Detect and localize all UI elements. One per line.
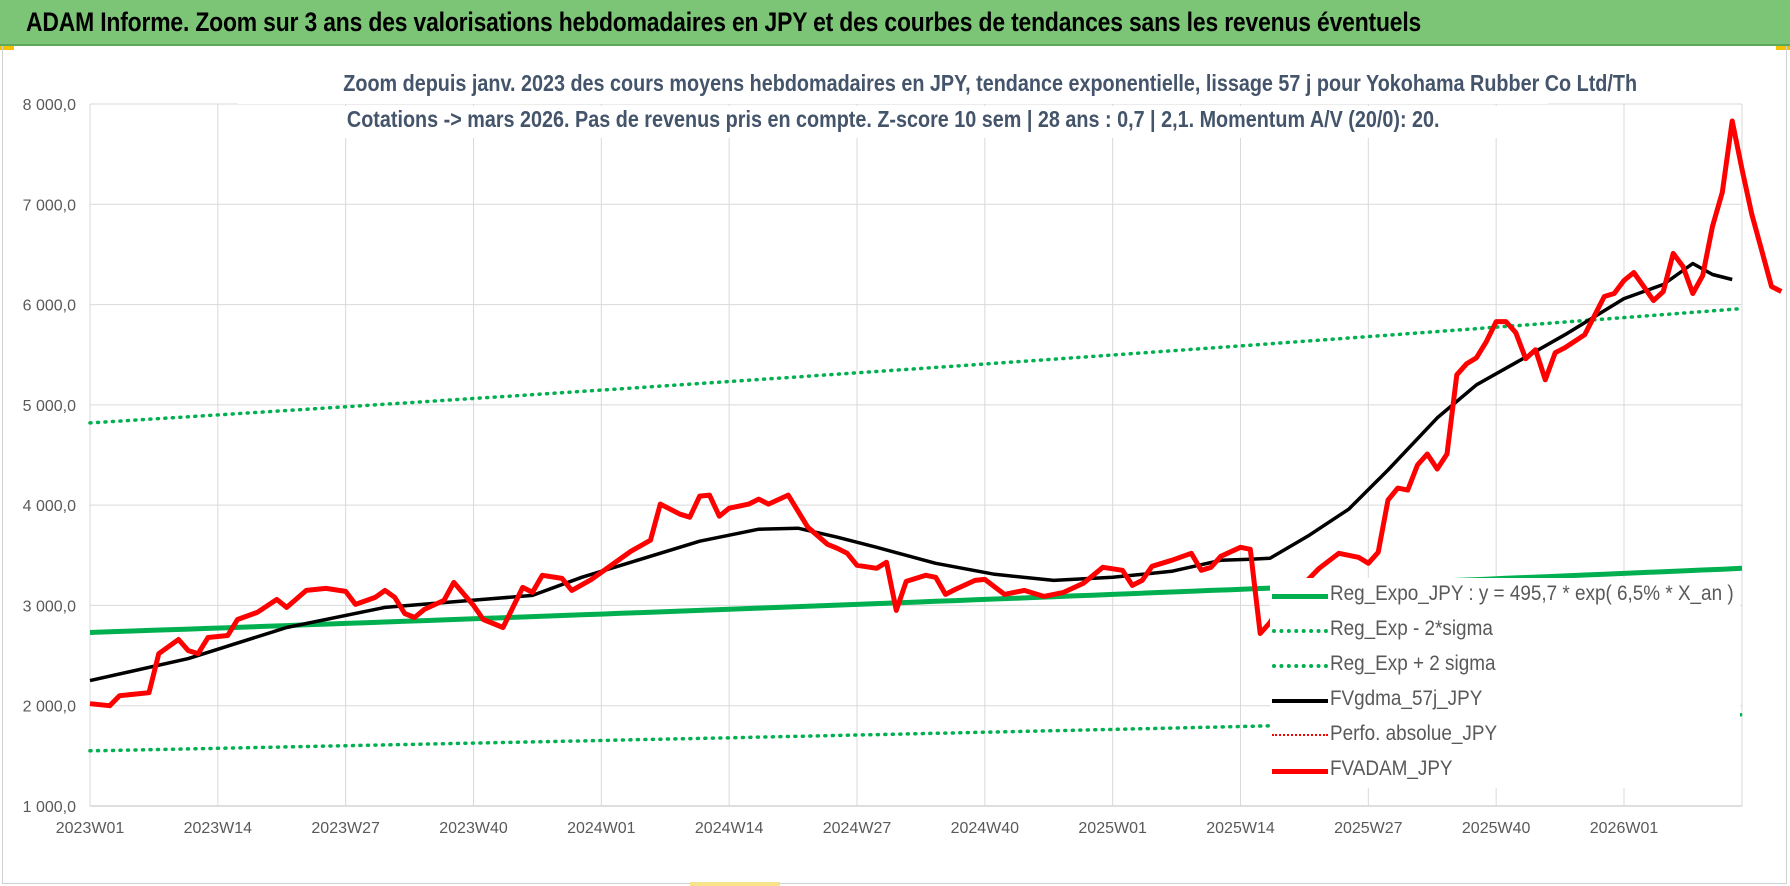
legend-label: FVADAM_JPY (1330, 757, 1453, 780)
x-tick-label: 2025W14 (1206, 820, 1275, 837)
legend-swatch (1272, 769, 1328, 774)
x-tick-label: 2024W14 (695, 820, 764, 837)
legend-label: Reg_Exp - 2*sigma (1330, 617, 1493, 640)
legend-item: FVgdma_57j_JPY (1270, 683, 1740, 718)
x-tick-label: 2025W40 (1462, 820, 1531, 837)
legend-swatch (1272, 664, 1328, 668)
legend-swatch (1272, 594, 1328, 599)
chart-legend: Reg_Expo_JPY : y = 495,7 * exp( 6,5% * X… (1270, 578, 1740, 788)
y-tick-label: 3 000,0 (23, 598, 76, 615)
series-line-reg-exp-2-sigma (88, 712, 1744, 753)
legend-item: Reg_Exp - 2*sigma (1270, 613, 1740, 648)
legend-swatch (1272, 734, 1328, 736)
x-tick-label: 2025W01 (1078, 820, 1147, 837)
x-tick-label: 2023W14 (184, 820, 253, 837)
x-tick-label: 2023W01 (56, 820, 125, 837)
chart-subtitle-line1-text: Zoom depuis janv. 2023 des cours moyens … (343, 70, 1638, 96)
legend-label: Reg_Expo_JPY : y = 495,7 * exp( 6,5% * X… (1330, 582, 1734, 605)
x-tick-label: 2026W01 (1590, 820, 1659, 837)
chart-subtitle-line2-text: Cotations -> mars 2026. Pas de revenus p… (346, 106, 1440, 132)
x-tick-label: 2025W27 (1334, 820, 1403, 837)
chart-frame (2, 46, 1787, 884)
report-title: ADAM Informe. Zoom sur 3 ans des valoris… (26, 7, 1422, 37)
series-line-fvgdma-57j-jpy (89, 261, 1733, 683)
series-line-reg-exp-2-sigma (88, 306, 1744, 425)
x-tick-label: 2024W40 (951, 820, 1020, 837)
x-tick-label: 2023W27 (311, 820, 380, 837)
y-tick-label: 4 000,0 (23, 498, 76, 515)
chart-subtitle-line1: Zoom depuis janv. 2023 des cours moyens … (238, 70, 1637, 104)
y-tick-label: 2 000,0 (23, 699, 76, 716)
legend-label: Perfo. absolue_JPY (1330, 722, 1498, 745)
x-tick-label: 2024W27 (823, 820, 892, 837)
corner-accent-left (0, 46, 14, 50)
legend-swatch (1272, 629, 1328, 633)
series-line-fvadam-jpy (89, 118, 1783, 709)
legend-swatch (1272, 699, 1328, 703)
report-banner: ADAM Informe. Zoom sur 3 ans des valoris… (0, 0, 1790, 46)
y-tick-label: 6 000,0 (23, 298, 76, 315)
y-tick-label: 1 000,0 (23, 799, 76, 816)
chart-subtitle-line2: Cotations -> mars 2026. Pas de revenus p… (238, 106, 1548, 138)
y-tick-label: 8 000,0 (23, 97, 76, 114)
legend-item: Reg_Exp + 2 sigma (1270, 648, 1740, 683)
legend-label: Reg_Exp + 2 sigma (1330, 652, 1496, 675)
x-tick-label: 2023W40 (439, 820, 508, 837)
legend-item: FVADAM_JPY (1270, 753, 1740, 788)
legend-item: Reg_Expo_JPY : y = 495,7 * exp( 6,5% * X… (1270, 578, 1740, 613)
corner-accent-right (1776, 46, 1790, 50)
legend-label: FVgdma_57j_JPY (1330, 687, 1483, 710)
x-tick-label: 2024W01 (567, 820, 636, 837)
y-tick-label: 7 000,0 (23, 197, 76, 214)
legend-item: Perfo. absolue_JPY (1270, 718, 1740, 753)
bottom-accent (690, 882, 780, 886)
y-tick-label: 5 000,0 (23, 398, 76, 415)
